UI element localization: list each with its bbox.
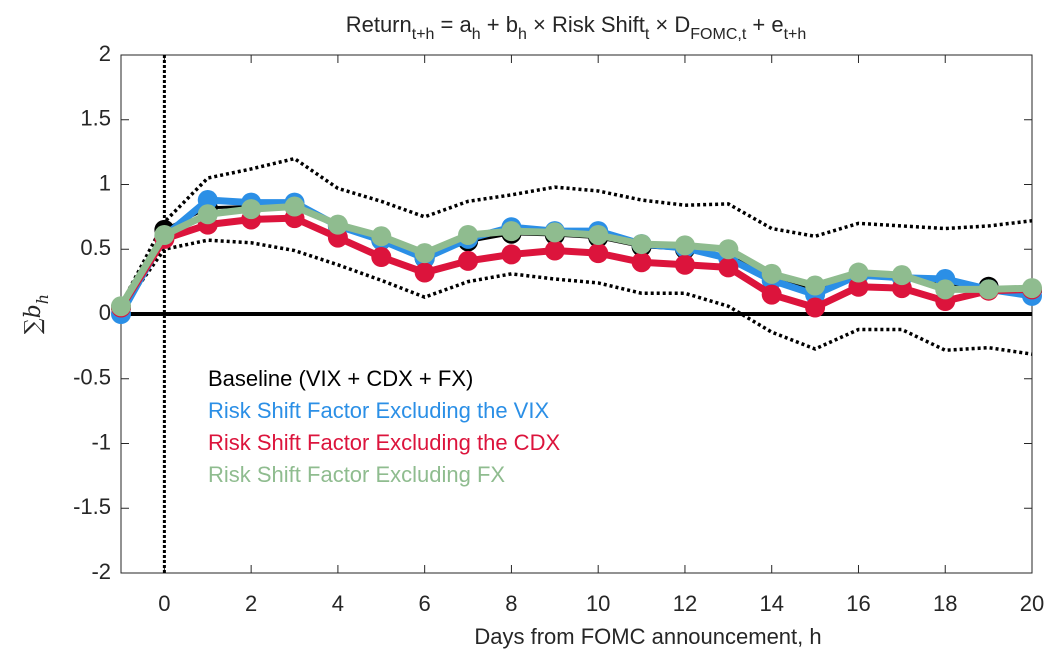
series-marker — [674, 254, 695, 275]
series-marker — [197, 190, 218, 211]
series-marker — [588, 225, 609, 246]
text-part: + b — [481, 12, 518, 37]
x-tick-label: 0 — [158, 591, 170, 616]
y-tick-label: 2 — [99, 41, 111, 66]
series-marker — [501, 221, 522, 242]
x-tick-label: 12 — [673, 591, 697, 616]
series-marker — [674, 235, 695, 256]
x-tick-label: 8 — [505, 591, 517, 616]
series-marker — [718, 257, 739, 278]
y-tick-label: -1.5 — [73, 494, 111, 519]
series-marker — [848, 276, 869, 297]
chart-title: Returnt+h = ah + bh × Risk Shiftt × DFOM… — [346, 12, 807, 43]
subscript: t — [645, 26, 650, 43]
series-marker — [848, 262, 869, 283]
x-tick-label: 14 — [759, 591, 783, 616]
series-marker — [544, 240, 565, 261]
legend-entry: Risk Shift Factor Excluding FX — [208, 462, 505, 487]
series-marker — [111, 296, 131, 317]
x-axis-label: Days from FOMC announcement, h — [474, 624, 821, 649]
series-line — [118, 214, 1033, 312]
y-tick-label: 1.5 — [80, 106, 111, 131]
x-tick-label: 2 — [245, 591, 257, 616]
subscript: t+h — [784, 26, 807, 43]
series-marker — [891, 265, 912, 286]
confidence-bound — [119, 238, 1033, 356]
confidence-bound — [119, 156, 1033, 306]
series-marker — [718, 239, 739, 260]
legend-entry: Risk Shift Factor Excluding the CDX — [208, 430, 560, 455]
series-marker — [284, 196, 305, 217]
series-line — [118, 203, 1033, 309]
x-tick-label: 20 — [1020, 591, 1044, 616]
series-marker — [458, 250, 479, 271]
x-tick-label: 6 — [419, 591, 431, 616]
series-marker — [501, 244, 522, 265]
x-tick-label: 18 — [933, 591, 957, 616]
text-part: = a — [434, 12, 472, 37]
series-marker — [631, 252, 652, 273]
series-marker — [588, 243, 609, 264]
y-tick-label: -0.5 — [73, 365, 111, 390]
text-part: Return — [346, 12, 412, 37]
y-tick-label: -1 — [91, 429, 111, 454]
series-marker — [371, 226, 392, 247]
subscript: h — [472, 26, 481, 43]
y-tick-label: 0.5 — [80, 235, 111, 260]
text-part: × Risk Shift — [527, 12, 645, 37]
y-tick-label: -2 — [91, 559, 111, 584]
series-marker — [631, 234, 652, 255]
series-marker — [978, 279, 999, 300]
series-marker — [805, 275, 826, 296]
series-marker — [761, 284, 782, 305]
text-part: b — [21, 304, 46, 318]
series-marker — [414, 262, 435, 283]
series-marker — [935, 279, 956, 300]
text-part: + e — [746, 12, 783, 37]
y-tick-label: 0 — [99, 300, 111, 325]
legend-entry: Baseline (VIX + CDX + FX) — [208, 366, 473, 391]
text-part: ∑ — [21, 318, 46, 334]
x-tick-label: 10 — [586, 591, 610, 616]
series-marker — [371, 247, 392, 268]
series-marker — [805, 297, 826, 318]
y-tick-label: 1 — [99, 170, 111, 195]
series-marker — [197, 204, 218, 225]
subscript: h — [518, 26, 527, 43]
series-marker — [544, 222, 565, 243]
legend-entry: Risk Shift Factor Excluding the VIX — [208, 398, 549, 423]
series-marker — [414, 243, 435, 264]
series-marker — [458, 225, 479, 246]
text-part: × D — [649, 12, 690, 37]
series-marker — [154, 225, 175, 246]
x-tick-label: 16 — [846, 591, 870, 616]
series-marker — [241, 199, 262, 220]
subscript: FOMC,t — [690, 26, 747, 43]
series-marker — [761, 263, 782, 284]
subscript: t+h — [412, 26, 435, 43]
series-marker — [1022, 278, 1042, 299]
y-axis-label: ∑bh — [21, 294, 52, 334]
series-marker — [327, 214, 348, 235]
subscript: h — [33, 294, 52, 304]
x-tick-label: 4 — [332, 591, 344, 616]
